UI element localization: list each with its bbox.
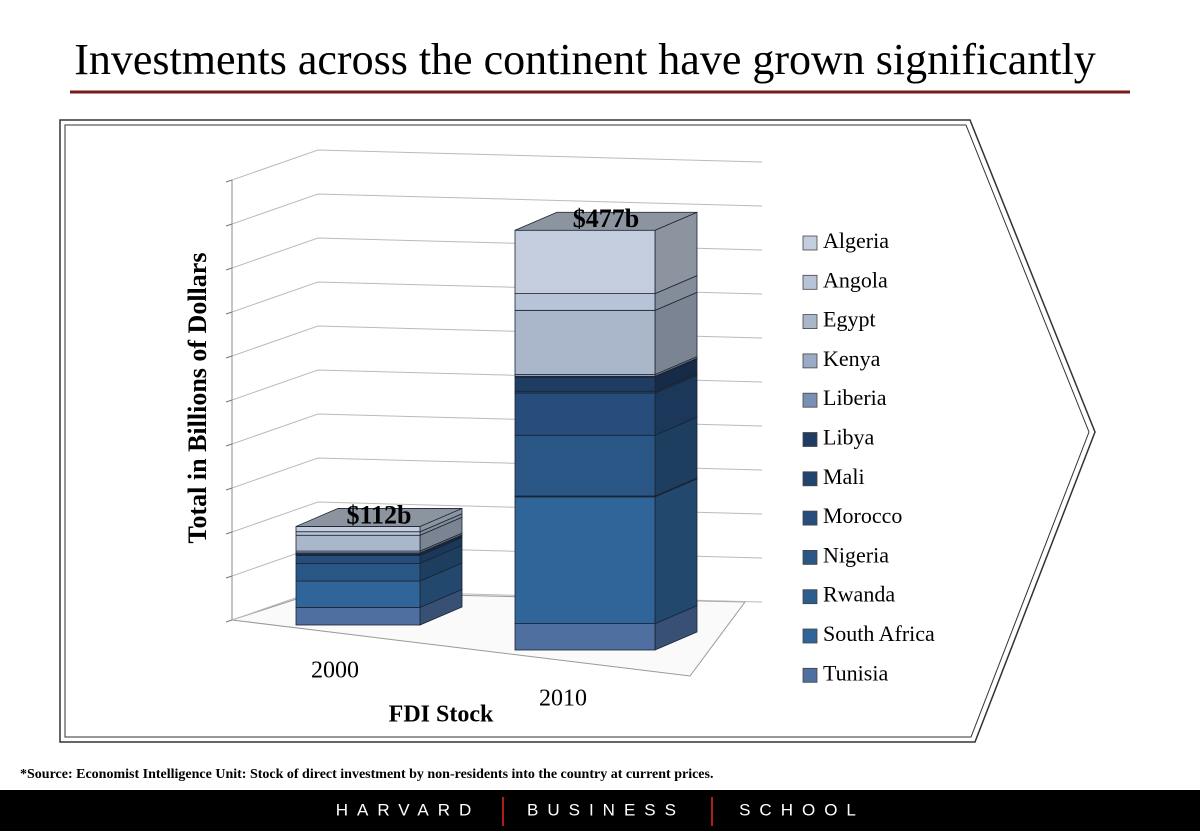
bar-segment [514, 293, 656, 311]
bar-segment [295, 534, 421, 552]
slide-title: Investments across the continent have gr… [74, 35, 1096, 84]
bar-segment [295, 607, 421, 626]
y-tick [225, 575, 233, 579]
legend-label: Libya [823, 425, 875, 450]
footer-word: HARVARD [336, 800, 481, 819]
y-tick [225, 267, 233, 271]
footer-word: BUSINESS [527, 800, 685, 819]
bar-top [295, 508, 463, 527]
bar-side [654, 478, 698, 625]
legend-label: Liberia [823, 385, 887, 410]
x-tick-label: 2000 [311, 658, 359, 684]
legend-swatch [802, 510, 818, 526]
panel-inner [64, 124, 1090, 738]
legend-label: Morocco [823, 503, 902, 528]
y-axis-label: Total in Billions of Dollars [183, 253, 212, 544]
bar-segment [514, 392, 656, 436]
legend-swatch [802, 353, 818, 369]
bar-segment [514, 434, 656, 497]
grid-line [231, 149, 763, 181]
legend-label: Algeria [823, 228, 889, 253]
footer-band [0, 790, 1200, 831]
y-tick [225, 179, 233, 183]
legend-swatch [802, 667, 818, 683]
y-tick [225, 619, 233, 623]
legend-swatch [802, 432, 818, 447]
legend-swatch [802, 235, 818, 251]
y-tick [225, 443, 233, 447]
x-tick-label: 2010 [539, 686, 587, 712]
legend-label: South Africa [823, 621, 935, 646]
legend-swatch [802, 274, 818, 290]
y-tick [225, 487, 233, 491]
legend-label: Egypt [823, 307, 876, 332]
bar-segment [514, 496, 656, 625]
legend-swatch [802, 589, 818, 605]
legend-label: Kenya [823, 346, 881, 371]
grid-line [231, 193, 763, 225]
legend-label: Angola [823, 267, 888, 292]
legend-swatch [802, 392, 818, 408]
bar-segment [514, 309, 656, 375]
y-tick [225, 531, 233, 535]
y-tick [225, 355, 233, 359]
legend-label: Rwanda [823, 582, 895, 607]
footer-word: SCHOOL [739, 800, 865, 819]
bar-top [514, 211, 698, 231]
y-tick [225, 311, 233, 315]
bar-segment [514, 376, 656, 392]
legend-label: Tunisia [823, 660, 888, 685]
y-tick [225, 223, 233, 227]
legend-swatch [802, 314, 818, 330]
legend-swatch [802, 550, 818, 565]
bar-segment [295, 555, 421, 564]
y-tick [225, 399, 233, 403]
bar-segment [295, 563, 421, 582]
legend-swatch [802, 471, 818, 487]
x-axis-label: FDI Stock [389, 702, 494, 728]
legend-label: Mali [823, 464, 865, 489]
bar-segment [514, 229, 656, 295]
bar-segment [514, 623, 656, 651]
legend-label: Nigeria [823, 542, 889, 567]
total-label: $112b [346, 500, 411, 529]
source-note: *Source: Economist Intelligence Unit: St… [20, 767, 713, 782]
bar-segment [295, 580, 421, 608]
total-label: $477b [573, 204, 639, 233]
legend-swatch [802, 628, 818, 644]
bar-segment [295, 531, 421, 536]
